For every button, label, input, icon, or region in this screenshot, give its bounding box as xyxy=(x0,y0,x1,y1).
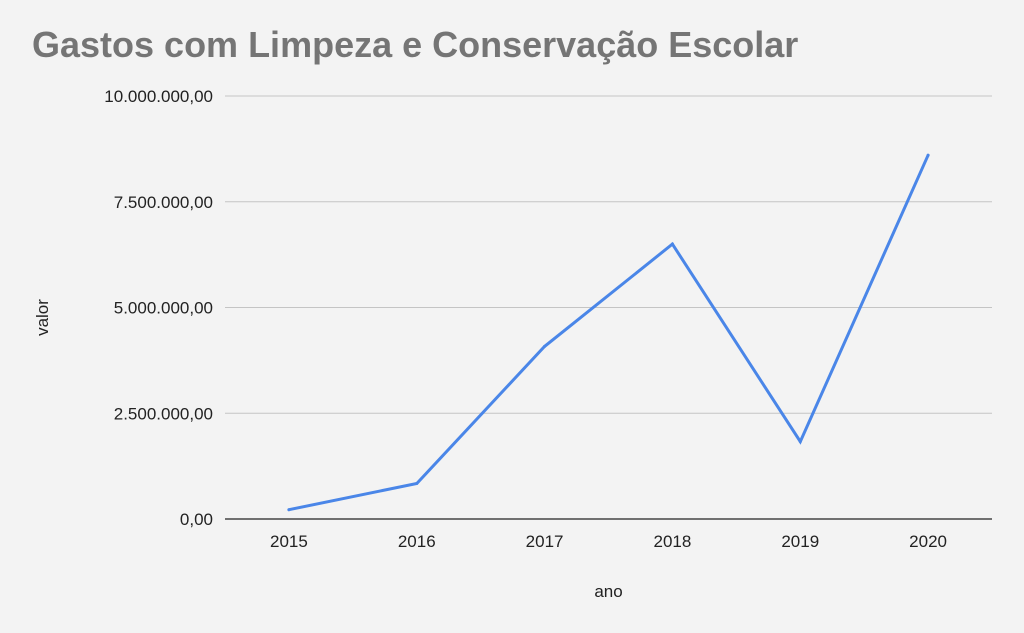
data-point xyxy=(798,440,802,444)
x-tick-label: 2017 xyxy=(526,532,564,551)
gridlines xyxy=(225,95,992,414)
y-tick-label: 2.500.000,00 xyxy=(114,404,213,423)
x-axis-title: ano xyxy=(594,582,622,601)
y-tick-label: 5.000.000,00 xyxy=(114,299,213,318)
x-tick-label: 2019 xyxy=(781,532,819,551)
x-tick-label: 2018 xyxy=(654,532,692,551)
y-tick-label: 0,00 xyxy=(180,510,213,529)
data-point xyxy=(287,508,291,512)
series-group xyxy=(287,153,930,512)
data-point xyxy=(543,344,547,348)
y-tick-label: 10.000.000,00 xyxy=(104,87,213,106)
x-axis-tick-labels: 2015 2016 2017 2018 2019 2020 xyxy=(270,532,947,551)
y-axis-tick-labels: 0,00 2.500.000,00 5.000.000,00 7.500.000,00… xyxy=(104,87,213,529)
x-tick-label: 2016 xyxy=(398,532,436,551)
data-point xyxy=(670,242,674,246)
chart-title: Gastos com Limpeza e Conservação Escolar xyxy=(32,24,799,65)
data-point xyxy=(926,153,930,157)
y-axis-title: valor xyxy=(33,299,52,336)
series-line xyxy=(287,153,930,512)
x-tick-label: 2020 xyxy=(909,532,947,551)
data-point xyxy=(415,481,419,485)
y-tick-label: 7.500.000,00 xyxy=(114,193,213,212)
x-tick-label: 2015 xyxy=(270,532,308,551)
